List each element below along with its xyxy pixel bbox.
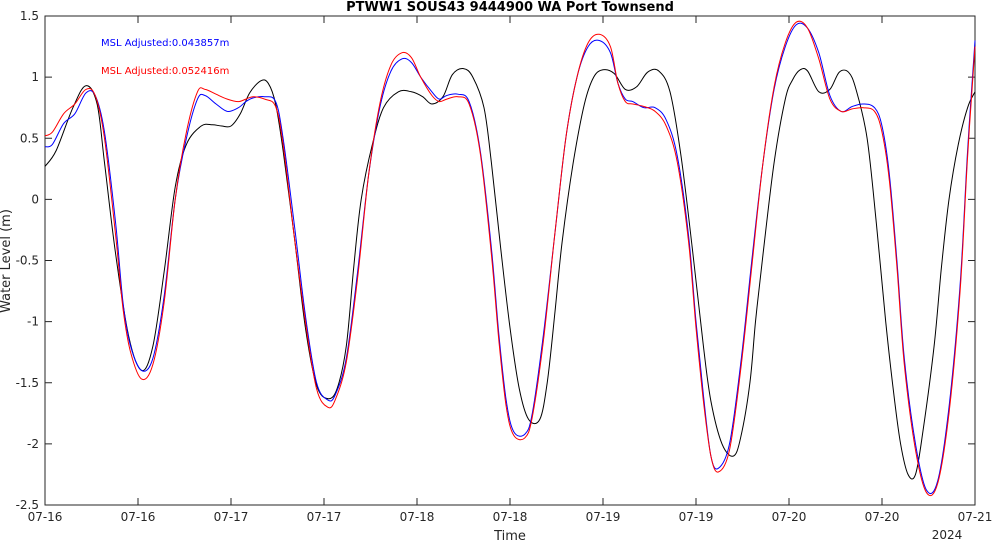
y-tick-label: 1.5: [20, 9, 39, 23]
x-tick-label: 07-18: [493, 510, 528, 524]
x-axis-year-label: 2024: [932, 528, 963, 541]
x-tick-label: 07-17: [307, 510, 342, 524]
x-tick-label: 07-16: [121, 510, 156, 524]
y-tick-label: -0.5: [16, 254, 39, 268]
y-tick-label: -1: [27, 315, 39, 329]
axis-ticks: -2.5 -2 -1.5 -1 -0.5 0 0.5 1 1.5 07-16 07-16 07-17 0…: [16, 9, 992, 524]
x-tick-label: 07-16: [28, 510, 63, 524]
msl-adjusted-red-label: MSL Adjusted:0.052416m: [101, 66, 229, 77]
x-axis-title: Time: [493, 529, 526, 541]
x-tick-label: 07-20: [772, 510, 807, 524]
y-tick-label: 0: [31, 192, 39, 206]
msl-adjusted-blue-label: MSL Adjusted:0.043857m: [101, 38, 229, 49]
chart-title: PTWW1 SOUS43 9444900 WA Port Townsend: [346, 0, 674, 15]
y-tick-label: 1: [31, 70, 39, 84]
y-tick-label: -1.5: [16, 376, 39, 390]
x-tick-label: 07-19: [586, 510, 621, 524]
msl-adjusted-red-line: [44, 20, 976, 497]
series-group: [44, 20, 976, 497]
x-tick-label: 07-21: [958, 510, 992, 524]
x-tick-label: 07-19: [679, 510, 714, 524]
x-tick-label: 07-20: [865, 510, 900, 524]
y-axis-title: Water Level (m): [0, 209, 14, 313]
y-tick-label: -2: [27, 437, 39, 451]
plot-area: [44, 15, 976, 506]
y-tick-label: 0.5: [20, 131, 39, 145]
msl-adjusted-blue-line: [44, 22, 976, 495]
y-tick-label: -2.5: [16, 498, 39, 512]
x-tick-label: 07-18: [400, 510, 435, 524]
observed-water-level-line: [44, 67, 976, 480]
x-tick-label: 07-17: [214, 510, 249, 524]
